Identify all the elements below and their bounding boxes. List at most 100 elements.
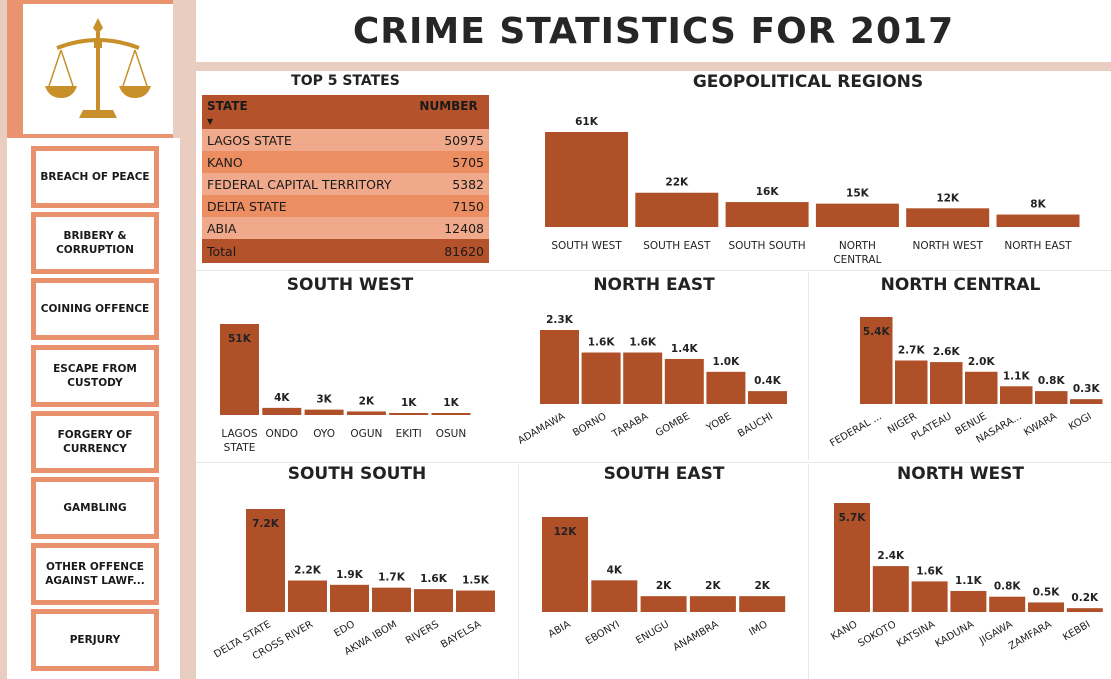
cell-state: ABIA	[202, 217, 415, 239]
title-bar: CRIME STATISTICS FOR 2017	[196, 0, 1111, 62]
data-label: 0.2K	[1071, 592, 1099, 604]
bar[interactable]	[1035, 391, 1068, 404]
bar[interactable]	[906, 208, 990, 227]
table-row[interactable]: DELTA STATE 7150	[202, 195, 489, 217]
sidebar-button[interactable]: GAMBLING	[31, 477, 159, 539]
bar[interactable]	[872, 566, 909, 612]
chart-svg: 61K SOUTH WEST 22K SOUTH EAST 16K SOUTH SOUTH…	[545, 116, 1080, 266]
bar[interactable]	[748, 391, 787, 404]
bar[interactable]	[996, 214, 1080, 227]
bar[interactable]	[640, 596, 687, 612]
bar[interactable]	[706, 371, 746, 404]
sidebar-button[interactable]: ESCAPE FROM CUSTODY	[31, 345, 159, 407]
category-label: NORTH WEST	[912, 240, 983, 252]
bar[interactable]	[930, 362, 963, 404]
page-title: CRIME STATISTICS FOR 2017	[352, 10, 955, 52]
category-label: KADUNA	[934, 619, 976, 650]
table-header-number[interactable]: NUMBER	[414, 95, 489, 129]
bar[interactable]	[372, 587, 411, 612]
data-label: 2.4K	[877, 550, 905, 562]
bar[interactable]	[1066, 608, 1103, 612]
category-label: ANAMBRA	[672, 619, 721, 654]
data-label: 22K	[665, 177, 689, 189]
table-row[interactable]: FEDERAL CAPITAL TERRITORY 5382	[202, 173, 489, 195]
category-label: SOUTH EAST	[643, 240, 711, 252]
bar[interactable]	[895, 360, 928, 405]
bar[interactable]	[1070, 399, 1103, 404]
data-label: 61K	[575, 116, 599, 128]
bar[interactable]	[911, 581, 948, 612]
bar[interactable]	[664, 358, 704, 404]
category-label: KANO	[829, 619, 859, 643]
bar[interactable]	[581, 352, 621, 404]
bar[interactable]	[545, 132, 628, 227]
data-label: 1.1K	[955, 575, 983, 587]
bar[interactable]	[1028, 602, 1064, 612]
table-row[interactable]: KANO 5705	[202, 151, 489, 173]
bar[interactable]	[591, 580, 638, 612]
sidebar-button[interactable]: BREACH OF PEACE	[31, 146, 159, 208]
divider	[808, 464, 809, 679]
data-label: 2K	[754, 580, 770, 592]
sidebar-button-label: OTHER OFFENCE AGAINST LAWF...	[45, 561, 145, 587]
cell-number: 50975	[414, 129, 489, 151]
bar[interactable]	[815, 203, 899, 227]
table-row[interactable]: LAGOS STATE 50975	[202, 129, 489, 151]
bar[interactable]	[431, 413, 471, 415]
data-label: 0.3K	[1073, 383, 1101, 395]
data-label: 0.8K	[1038, 375, 1066, 387]
bar[interactable]	[330, 584, 369, 612]
bar[interactable]	[965, 371, 998, 404]
bar[interactable]	[414, 589, 453, 612]
category-label: OYO	[313, 428, 335, 440]
sidebar-button[interactable]: FORGERY OF CURRENCY	[31, 411, 159, 473]
sidebar-button[interactable]: BRIBERY & CORRUPTION	[31, 212, 159, 274]
data-label: 2.0K	[968, 356, 996, 368]
divider	[196, 462, 1111, 463]
data-label: 8K	[1030, 199, 1046, 211]
bar[interactable]	[860, 317, 893, 404]
table-header-state[interactable]: STATE ▼	[202, 95, 415, 129]
category-label: KATSINA	[895, 619, 937, 650]
cell-state: DELTA STATE	[202, 195, 415, 217]
sidebar-button[interactable]: OTHER OFFENCE AGAINST LAWF...	[31, 543, 159, 605]
chart-title: SOUTH SOUTH	[287, 464, 427, 484]
total-label: Total	[202, 239, 415, 263]
bar[interactable]	[346, 411, 386, 415]
bar[interactable]	[635, 192, 719, 227]
divider	[182, 0, 196, 679]
category-label: YOBE	[704, 411, 733, 434]
category-label: ONDO	[266, 428, 298, 440]
divider	[808, 272, 809, 460]
chart-ne: NORTH EAST 2.3K ADAMAWA 1.6K BORNO 1.6K TARABA…	[500, 272, 808, 462]
bar[interactable]	[246, 509, 285, 612]
bar[interactable]	[950, 590, 987, 612]
bar[interactable]	[739, 596, 786, 612]
bar[interactable]	[689, 596, 736, 612]
bar[interactable]	[623, 352, 663, 404]
bar[interactable]	[834, 503, 870, 612]
logo-panel	[23, 4, 173, 134]
bar[interactable]	[540, 330, 579, 404]
bar[interactable]	[989, 596, 1026, 612]
total-value: 81620	[414, 239, 489, 263]
bar[interactable]	[304, 409, 344, 415]
bar[interactable]	[725, 202, 809, 227]
bar[interactable]	[220, 324, 259, 415]
bar[interactable]	[1000, 386, 1033, 404]
bar[interactable]	[389, 413, 429, 415]
table-row[interactable]: ABIA 12408	[202, 217, 489, 239]
bar[interactable]	[288, 580, 327, 612]
sidebar-button[interactable]: COINING OFFENCE	[31, 278, 159, 340]
category-label: SOUTH SOUTH	[729, 240, 806, 252]
data-label: 2K	[359, 395, 375, 407]
category-label: PLATEAU	[910, 411, 954, 443]
bar[interactable]	[542, 517, 588, 612]
category-label: EBONYI	[584, 619, 622, 647]
category-label: NORTH CENTRAL	[833, 240, 881, 266]
bar[interactable]	[456, 590, 495, 612]
sidebar-button[interactable]: PERJURY	[31, 609, 159, 671]
bar[interactable]	[262, 407, 302, 415]
category-label: TARABA	[610, 411, 651, 441]
